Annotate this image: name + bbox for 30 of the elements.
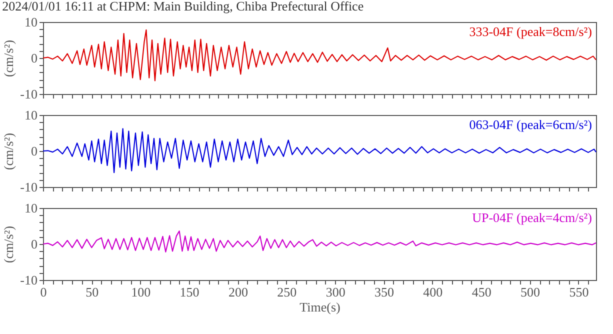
chart-title: 2024/01/01 16:11 at CHPM: Main Building, Chiba Prefectural Office	[2, 0, 364, 14]
x-tick-label: 250	[277, 284, 297, 300]
y-axis-title: (cm/s²)	[1, 40, 16, 78]
x-tick-label: 450	[472, 284, 492, 300]
line-series	[42, 29, 597, 82]
series-label: UP-04F (peak=4cm/s²)	[472, 210, 592, 225]
y-tick-label: 10	[24, 200, 38, 216]
y-axis-title: (cm/s²)	[1, 132, 16, 170]
series-label: 333-04F (peak=8cm/s²)	[469, 24, 592, 39]
y-tick-label: 0	[31, 236, 38, 252]
y-tick-label: -10	[20, 180, 38, 194]
x-tick-label: 300	[326, 284, 346, 300]
series-label: 063-04F (peak=6cm/s²)	[469, 117, 592, 132]
y-tick-label: -10	[20, 86, 38, 102]
y-tick-label: 10	[24, 108, 38, 122]
x-tick-label: 550	[569, 284, 589, 300]
y-tick-label: -10	[20, 272, 38, 288]
x-tick-label: 150	[180, 284, 200, 300]
line-series	[42, 230, 597, 252]
y-tick-label: 0	[31, 144, 38, 158]
x-tick-label: 350	[374, 284, 394, 300]
x-tick-label: 50	[86, 284, 99, 300]
x-axis-title: Time(s)	[300, 300, 340, 314]
x-tick-label: 200	[228, 284, 248, 300]
y-tick-label: 0	[31, 50, 38, 66]
y-axis-title: (cm/s²)	[1, 226, 16, 264]
x-tick-label: 100	[131, 284, 151, 300]
y-tick-label: 10	[24, 14, 38, 30]
x-tick-label: 400	[423, 284, 443, 300]
x-tick-label: 500	[520, 284, 540, 300]
